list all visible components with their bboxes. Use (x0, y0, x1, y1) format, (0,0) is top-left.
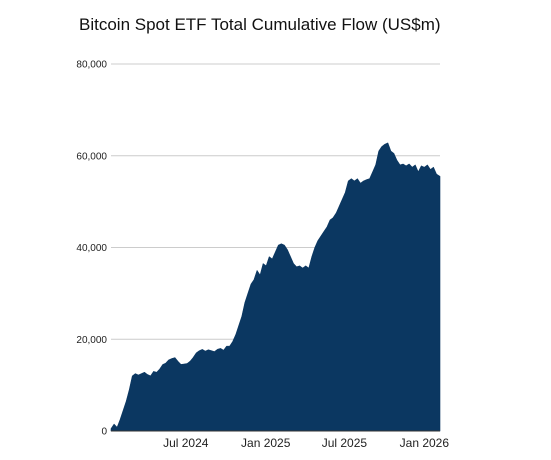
y-tick-label: 80,000 (76, 60, 107, 71)
chart-title: Bitcoin Spot ETF Total Cumulative Flow (… (79, 15, 441, 34)
y-tick-label: 0 (101, 427, 107, 438)
x-tick-label: Jan 2026 (400, 436, 450, 450)
axes: 0 20,000 40,000 60,000 80,000 Jul 2024 Jan 202… (76, 60, 449, 451)
x-tick-label: Jul 2025 (322, 436, 368, 450)
series-area (110, 142, 441, 432)
x-tick-label: Jan 2025 (241, 436, 291, 450)
y-tick-label: 40,000 (76, 243, 107, 254)
y-tick-label: 60,000 (76, 151, 107, 162)
area-series (110, 142, 441, 432)
y-tick-label: 20,000 (76, 335, 107, 346)
x-tick-label: Jul 2024 (163, 436, 209, 450)
